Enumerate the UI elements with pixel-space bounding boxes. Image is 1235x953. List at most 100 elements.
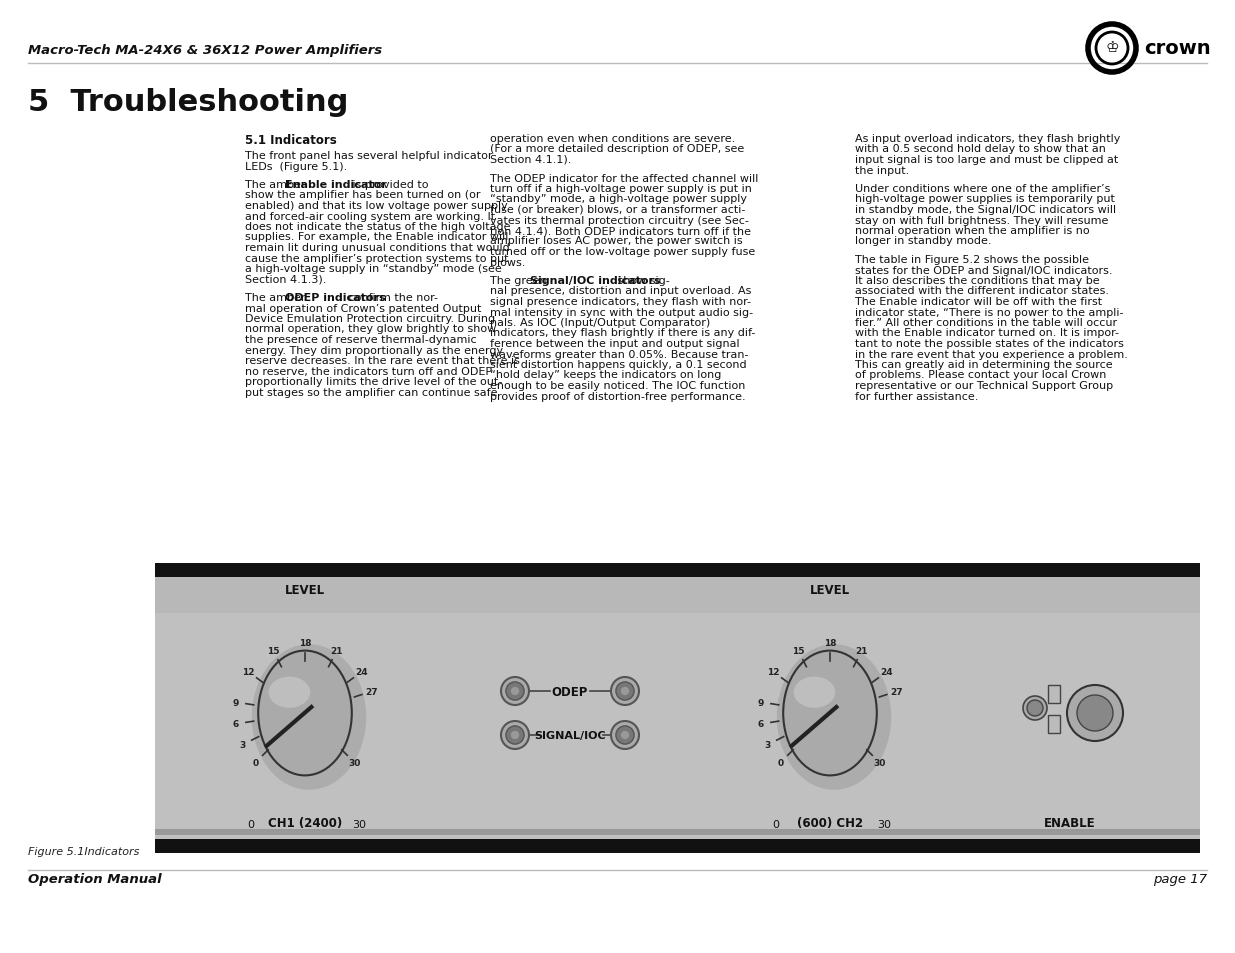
Circle shape [621, 687, 629, 696]
Text: 15: 15 [792, 646, 804, 656]
Bar [156, 578, 1200, 614]
Bar [1049, 685, 1060, 703]
Bar [156, 578, 1200, 840]
Ellipse shape [258, 651, 352, 776]
Text: This can greatly aid in determining the source: This can greatly aid in determining the … [855, 359, 1113, 370]
Text: longer in standby mode.: longer in standby mode. [855, 236, 992, 246]
Text: nal presence, distortion and input overload. As: nal presence, distortion and input overl… [490, 286, 751, 296]
Text: waveforms greater than 0.05%. Because tran-: waveforms greater than 0.05%. Because tr… [490, 349, 748, 359]
Text: with a 0.5 second hold delay to show that an: with a 0.5 second hold delay to show tha… [855, 144, 1105, 154]
Text: “standby” mode, a high-voltage power supply: “standby” mode, a high-voltage power sup… [490, 194, 747, 204]
Text: 30: 30 [353, 820, 367, 829]
Circle shape [501, 721, 529, 749]
Text: ference between the input and output signal: ference between the input and output sig… [490, 338, 740, 349]
Text: It also describes the conditions that may be: It also describes the conditions that ma… [855, 275, 1099, 286]
Text: 21: 21 [331, 646, 343, 656]
Text: stay on with full brightness. They will resume: stay on with full brightness. They will … [855, 215, 1108, 225]
Text: provides proof of distortion-free performance.: provides proof of distortion-free perfor… [490, 391, 746, 401]
Text: fuse (or breaker) blows, or a transformer acti-: fuse (or breaker) blows, or a transforme… [490, 205, 746, 214]
Text: amplifier loses AC power, the power switch is: amplifier loses AC power, the power swit… [490, 236, 742, 246]
Text: mal operation of Crown’s patented Output: mal operation of Crown’s patented Output [245, 303, 482, 314]
Bar [156, 563, 1200, 853]
Text: 0: 0 [777, 759, 783, 767]
Text: page 17: page 17 [1153, 872, 1207, 885]
Text: Operation Manual: Operation Manual [28, 872, 162, 885]
Bar [156, 840, 1200, 853]
Text: 12: 12 [242, 667, 254, 677]
Text: input signal is too large and must be clipped at: input signal is too large and must be cl… [855, 154, 1118, 165]
Text: Under conditions where one of the amplifier’s: Under conditions where one of the amplif… [855, 184, 1110, 193]
Text: 12: 12 [767, 667, 779, 677]
Text: blows.: blows. [490, 257, 525, 267]
Bar [156, 829, 1200, 835]
Text: 0: 0 [252, 759, 258, 767]
Text: The front panel has several helpful indicator: The front panel has several helpful indi… [245, 151, 493, 161]
Text: crown: crown [1144, 39, 1210, 58]
Text: remain lit during unusual conditions that would: remain lit during unusual conditions tha… [245, 243, 510, 253]
Text: The amber: The amber [245, 293, 309, 303]
Text: sient distortion happens quickly, a 0.1 second: sient distortion happens quickly, a 0.1 … [490, 359, 747, 370]
Text: Device Emulation Protection circuitry. During: Device Emulation Protection circuitry. D… [245, 314, 495, 324]
Text: The Enable indicator will be off with the first: The Enable indicator will be off with th… [855, 296, 1102, 307]
Text: is provided to: is provided to [350, 180, 429, 190]
Text: 18: 18 [824, 639, 836, 648]
Ellipse shape [268, 677, 310, 708]
Text: 5.1 Indicators: 5.1 Indicators [245, 133, 337, 147]
Text: (For a more detailed description of ODEP, see: (For a more detailed description of ODEP… [490, 144, 745, 154]
Text: ODEP indicators: ODEP indicators [285, 293, 385, 303]
Text: enabled) and that its low voltage power supply: enabled) and that its low voltage power … [245, 201, 508, 211]
Text: nals. As IOC (Input/Output Comparator): nals. As IOC (Input/Output Comparator) [490, 317, 710, 328]
Text: with the Enable indicator turned on. It is impor-: with the Enable indicator turned on. It … [855, 328, 1119, 338]
Text: “hold delay” keeps the indicators on long: “hold delay” keeps the indicators on lon… [490, 370, 721, 380]
Bar [1049, 716, 1060, 733]
Text: 27: 27 [890, 687, 903, 696]
Text: The table in Figure 5.2 shows the possible: The table in Figure 5.2 shows the possib… [855, 254, 1089, 265]
Text: The green: The green [490, 275, 550, 286]
Text: 5  Troubleshooting: 5 Troubleshooting [28, 88, 348, 117]
Text: 18: 18 [299, 639, 311, 648]
Text: 24: 24 [356, 667, 368, 677]
Text: Macro-Tech MA-24X6 & 36X12 Power Amplifiers: Macro-Tech MA-24X6 & 36X12 Power Amplifi… [28, 44, 382, 57]
Text: put stages so the amplifier can continue safe: put stages so the amplifier can continue… [245, 387, 498, 397]
Text: for further assistance.: for further assistance. [855, 391, 978, 401]
Text: show sig-: show sig- [614, 275, 669, 286]
Text: LEDs  (Figure 5.1).: LEDs (Figure 5.1). [245, 161, 347, 172]
Circle shape [1028, 700, 1044, 717]
Text: normal operation when the amplifier is no: normal operation when the amplifier is n… [855, 226, 1089, 235]
Text: does not indicate the status of the high voltage: does not indicate the status of the high… [245, 222, 510, 232]
Circle shape [621, 731, 629, 740]
Text: LEVEL: LEVEL [810, 583, 850, 597]
Text: in standby mode, the Signal/IOC indicators will: in standby mode, the Signal/IOC indicato… [855, 205, 1116, 214]
Text: The amber: The amber [245, 180, 309, 190]
Text: ♔: ♔ [1105, 40, 1119, 55]
Circle shape [611, 678, 638, 705]
Text: LEVEL: LEVEL [285, 583, 325, 597]
Circle shape [511, 687, 519, 696]
Text: indicators, they flash brightly if there is any dif-: indicators, they flash brightly if there… [490, 328, 756, 338]
Text: fier.” All other conditions in the table will occur: fier.” All other conditions in the table… [855, 317, 1118, 328]
Text: enough to be easily noticed. The IOC function: enough to be easily noticed. The IOC fun… [490, 380, 746, 391]
Text: proportionally limits the drive level of the out-: proportionally limits the drive level of… [245, 376, 503, 387]
Text: turned off or the low-voltage power supply fuse: turned off or the low-voltage power supp… [490, 247, 756, 256]
Circle shape [501, 678, 529, 705]
Text: mal intensity in sync with the output audio sig-: mal intensity in sync with the output au… [490, 307, 753, 317]
Text: 30: 30 [873, 759, 885, 767]
Text: The ODEP indicator for the affected channel will: The ODEP indicator for the affected chan… [490, 173, 758, 183]
Text: 30: 30 [348, 759, 361, 767]
Text: Section 4.1.1).: Section 4.1.1). [490, 154, 572, 165]
Text: states for the ODEP and Signal/IOC indicators.: states for the ODEP and Signal/IOC indic… [855, 265, 1113, 275]
Text: 27: 27 [366, 687, 378, 696]
Ellipse shape [252, 644, 367, 790]
Text: As input overload indicators, they flash brightly: As input overload indicators, they flash… [855, 133, 1120, 144]
Text: 3: 3 [764, 740, 771, 750]
Text: and forced-air cooling system are working. It: and forced-air cooling system are workin… [245, 212, 495, 221]
Circle shape [511, 731, 519, 740]
Text: in the rare event that you experience a problem.: in the rare event that you experience a … [855, 349, 1128, 359]
Text: associated with the different indicator states.: associated with the different indicator … [855, 286, 1109, 296]
Text: 6: 6 [757, 720, 763, 729]
Text: ENABLE: ENABLE [1044, 816, 1095, 829]
Text: turn off if a high-voltage power supply is put in: turn off if a high-voltage power supply … [490, 184, 752, 193]
Text: SIGNAL/IOC: SIGNAL/IOC [535, 730, 606, 740]
Text: 3: 3 [240, 740, 246, 750]
Text: 21: 21 [856, 646, 868, 656]
